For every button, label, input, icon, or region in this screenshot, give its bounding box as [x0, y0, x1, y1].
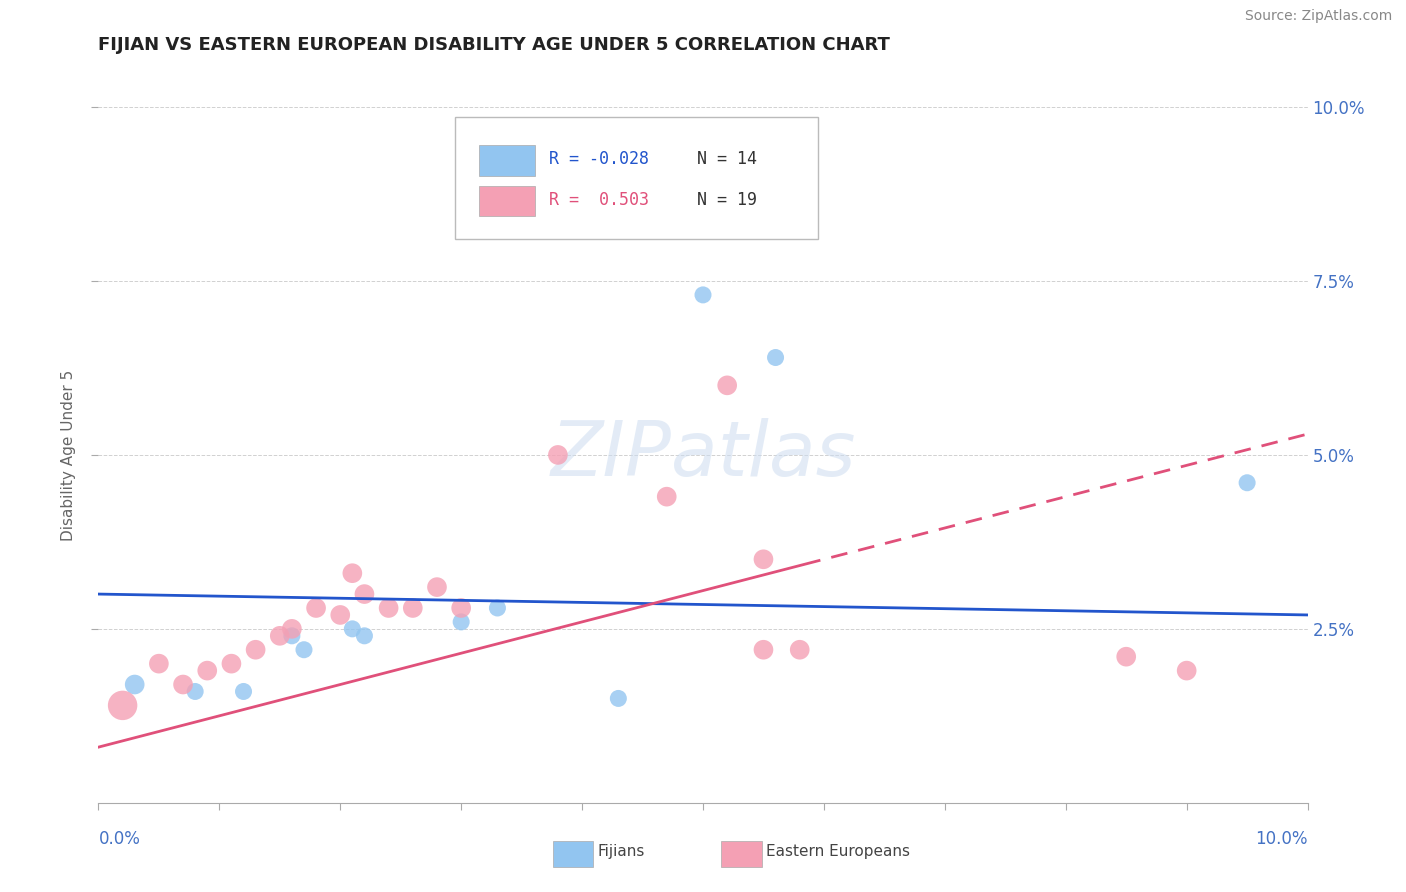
Point: [292, 642, 315, 657]
Text: Source: ZipAtlas.com: Source: ZipAtlas.com: [1244, 9, 1392, 23]
Point: [426, 580, 449, 594]
Text: ZIPatlas: ZIPatlas: [550, 418, 856, 491]
Text: N = 14: N = 14: [697, 150, 756, 169]
Point: [1175, 664, 1198, 678]
FancyBboxPatch shape: [479, 145, 534, 176]
Point: [221, 657, 243, 671]
Point: [245, 642, 267, 657]
Point: [607, 691, 630, 706]
Point: [353, 587, 375, 601]
Text: R = -0.028: R = -0.028: [550, 150, 650, 169]
Point: [1236, 475, 1258, 490]
Point: [402, 601, 425, 615]
Point: [305, 601, 328, 615]
Point: [353, 629, 375, 643]
Text: N = 19: N = 19: [697, 191, 756, 209]
Text: FIJIAN VS EASTERN EUROPEAN DISABILITY AGE UNDER 5 CORRELATION CHART: FIJIAN VS EASTERN EUROPEAN DISABILITY AG…: [98, 36, 890, 54]
Point: [232, 684, 254, 698]
Point: [195, 664, 218, 678]
Text: R =  0.503: R = 0.503: [550, 191, 650, 209]
Text: Fijians: Fijians: [598, 845, 645, 859]
Point: [184, 684, 207, 698]
Point: [450, 615, 472, 629]
Point: [124, 677, 146, 691]
Point: [547, 448, 569, 462]
Point: [752, 642, 775, 657]
Point: [377, 601, 399, 615]
Point: [644, 190, 666, 204]
Point: [789, 642, 811, 657]
Point: [281, 622, 304, 636]
Text: 10.0%: 10.0%: [1256, 830, 1308, 847]
Point: [148, 657, 170, 671]
Point: [716, 378, 738, 392]
Point: [486, 601, 509, 615]
Point: [450, 601, 472, 615]
FancyBboxPatch shape: [456, 118, 818, 239]
Point: [342, 566, 364, 581]
Point: [765, 351, 787, 365]
Point: [329, 607, 352, 622]
FancyBboxPatch shape: [479, 186, 534, 216]
Y-axis label: Disability Age Under 5: Disability Age Under 5: [60, 369, 76, 541]
Point: [655, 490, 678, 504]
Point: [111, 698, 134, 713]
Point: [281, 629, 304, 643]
Point: [1115, 649, 1137, 664]
Point: [172, 677, 194, 691]
Point: [342, 622, 364, 636]
Point: [752, 552, 775, 566]
Text: 0.0%: 0.0%: [98, 830, 141, 847]
Point: [692, 288, 714, 302]
Point: [269, 629, 291, 643]
Text: Eastern Europeans: Eastern Europeans: [766, 845, 910, 859]
